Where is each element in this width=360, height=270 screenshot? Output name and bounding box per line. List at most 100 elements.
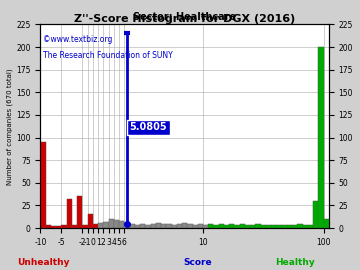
Bar: [56, 226, 62, 228]
Bar: [150, 224, 156, 228]
Bar: [297, 224, 303, 228]
Bar: [135, 225, 140, 228]
Bar: [67, 199, 72, 228]
Bar: [287, 225, 292, 228]
Bar: [213, 225, 219, 228]
Bar: [87, 214, 93, 228]
Bar: [145, 225, 150, 228]
Bar: [40, 142, 46, 228]
Bar: [256, 224, 261, 228]
Bar: [266, 225, 271, 228]
Bar: [103, 222, 109, 228]
Bar: [82, 225, 87, 228]
Bar: [171, 225, 177, 228]
Bar: [177, 224, 182, 228]
Bar: [56, 226, 62, 228]
Title: Z''-Score Histogram for DGX (2016): Z''-Score Histogram for DGX (2016): [74, 14, 295, 24]
Bar: [234, 225, 240, 228]
Bar: [250, 225, 256, 228]
Bar: [109, 219, 114, 228]
Bar: [87, 214, 93, 228]
Bar: [177, 224, 182, 228]
Text: Unhealthy: Unhealthy: [17, 258, 69, 266]
Bar: [119, 221, 124, 228]
Bar: [124, 223, 130, 228]
Bar: [208, 224, 213, 228]
Bar: [135, 225, 140, 228]
Bar: [98, 223, 103, 228]
Bar: [156, 223, 161, 228]
Bar: [240, 224, 245, 228]
Bar: [266, 225, 271, 228]
Bar: [240, 224, 245, 228]
Bar: [203, 225, 208, 228]
Bar: [303, 225, 308, 228]
Bar: [245, 225, 250, 228]
Bar: [276, 225, 282, 228]
Bar: [213, 225, 219, 228]
Bar: [130, 224, 135, 228]
Bar: [46, 225, 51, 228]
Bar: [166, 224, 171, 228]
Bar: [292, 225, 297, 228]
Bar: [140, 224, 145, 228]
Bar: [318, 47, 324, 228]
Text: Score: Score: [184, 258, 212, 266]
Bar: [150, 224, 156, 228]
Bar: [98, 223, 103, 228]
Bar: [224, 225, 229, 228]
Bar: [182, 223, 187, 228]
Bar: [219, 224, 224, 228]
Bar: [62, 225, 67, 228]
Bar: [271, 225, 276, 228]
Y-axis label: Number of companies (670 total): Number of companies (670 total): [7, 68, 13, 185]
Bar: [51, 226, 56, 228]
Bar: [282, 225, 287, 228]
Bar: [198, 224, 203, 228]
Bar: [161, 224, 166, 228]
Bar: [308, 225, 313, 228]
Bar: [124, 223, 130, 228]
Bar: [51, 226, 56, 228]
Bar: [77, 195, 82, 228]
Text: The Research Foundation of SUNY: The Research Foundation of SUNY: [43, 51, 173, 60]
Bar: [282, 225, 287, 228]
Bar: [77, 195, 82, 228]
Bar: [46, 225, 51, 228]
Bar: [193, 225, 198, 228]
Bar: [297, 224, 303, 228]
Bar: [193, 225, 198, 228]
Bar: [171, 225, 177, 228]
Bar: [182, 223, 187, 228]
Bar: [234, 225, 240, 228]
Bar: [287, 225, 292, 228]
Bar: [219, 224, 224, 228]
Bar: [318, 47, 324, 228]
Bar: [119, 221, 124, 228]
Bar: [324, 219, 329, 228]
Bar: [161, 224, 166, 228]
Bar: [72, 225, 77, 228]
Bar: [276, 225, 282, 228]
Text: Sector: Healthcare: Sector: Healthcare: [133, 12, 236, 22]
Bar: [187, 224, 193, 228]
Bar: [229, 224, 234, 228]
Text: 5.0805: 5.0805: [130, 122, 167, 132]
Bar: [62, 225, 67, 228]
Bar: [208, 224, 213, 228]
Bar: [72, 225, 77, 228]
Bar: [303, 225, 308, 228]
Bar: [166, 224, 171, 228]
Bar: [261, 225, 266, 228]
Bar: [140, 224, 145, 228]
Bar: [114, 220, 119, 228]
Bar: [245, 225, 250, 228]
Bar: [114, 220, 119, 228]
Bar: [250, 225, 256, 228]
Bar: [198, 224, 203, 228]
Bar: [103, 222, 109, 228]
Bar: [187, 224, 193, 228]
Bar: [93, 224, 98, 228]
Text: ©www.textbiz.org: ©www.textbiz.org: [43, 35, 113, 44]
Bar: [203, 225, 208, 228]
